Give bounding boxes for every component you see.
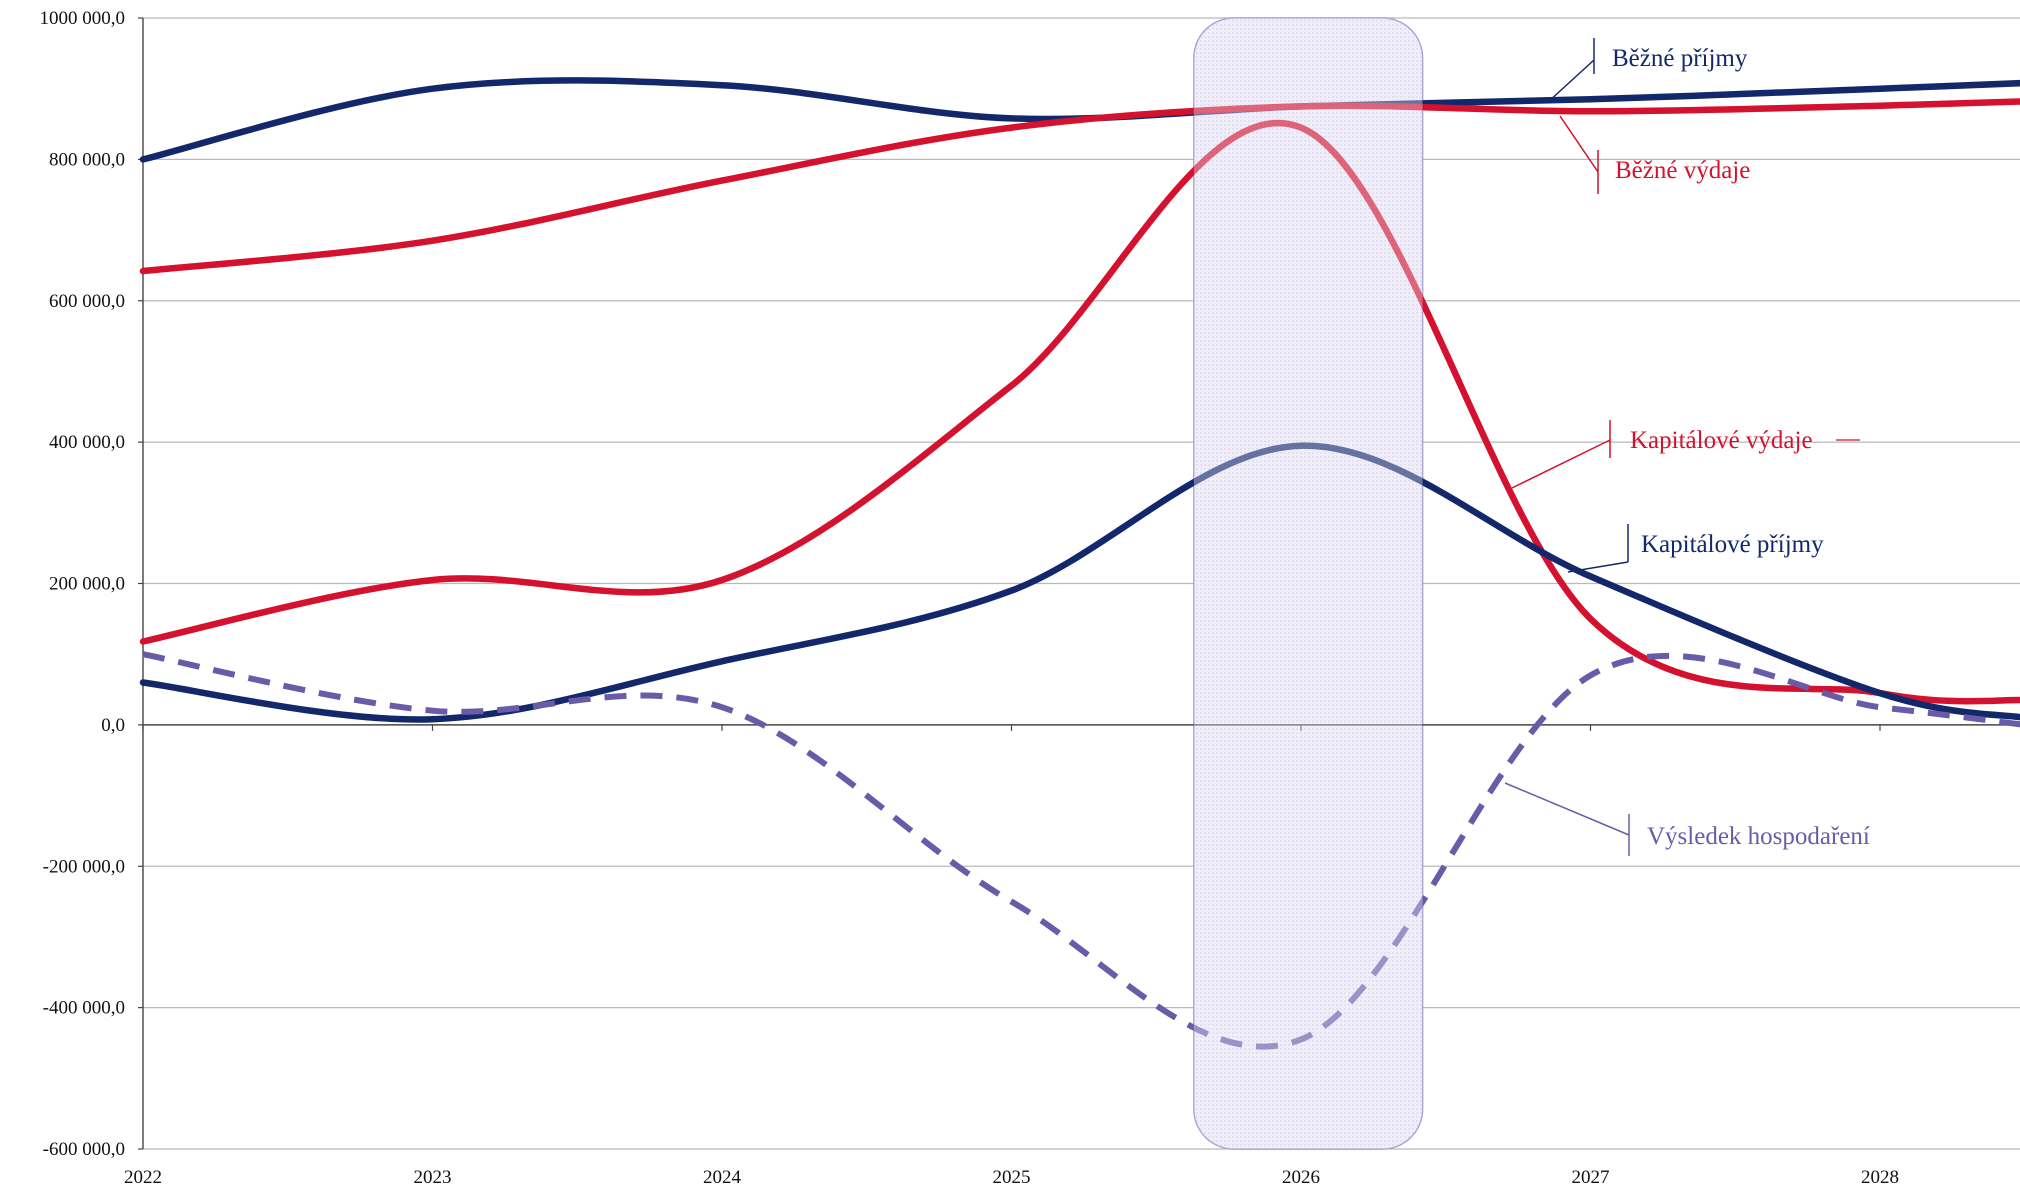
series-label-kapitalove-vydaje: Kapitálové výdaje xyxy=(1630,427,1813,454)
x-tick-label: 2027 xyxy=(1572,1167,1610,1188)
series-label-bezne-vydaje: Běžné výdaje xyxy=(1615,157,1750,184)
series-label-bezne-prijmy: Běžné příjmy xyxy=(1612,45,1748,72)
y-tick-label: 1000 000,0 xyxy=(40,8,126,29)
y-tick-label: 400 000,0 xyxy=(49,432,125,453)
leader-line-kapitalove-prijmy xyxy=(1567,561,1629,573)
x-tick-label: 2024 xyxy=(703,1167,742,1188)
leader-line-vysledek-hospodareni xyxy=(1504,782,1630,836)
highlight-band-overlay-rect xyxy=(1193,18,1423,1149)
series-label-kapitalove-prijmy: Kapitálové příjmy xyxy=(1641,531,1824,558)
series-line-vysledek-hospodareni xyxy=(142,651,2020,1050)
leader-line-bezne-vydaje xyxy=(1559,115,1599,173)
axes: 1000 000,0 800 000,0 600 000,0 400 000,0 200… xyxy=(40,8,2020,1188)
x-tick-label: 2023 xyxy=(414,1167,452,1188)
series-label-vysledek-hospodareni: Výsledek hospodaření xyxy=(1647,823,1870,850)
x-tick-label: 2026 xyxy=(1282,1167,1320,1188)
highlight-band-overlay xyxy=(1193,18,1423,1149)
y-tick-label: -200 000,0 xyxy=(43,856,125,877)
series-line-kapitalove-prijmy xyxy=(139,442,2020,723)
x-tick-label: 2022 xyxy=(124,1167,162,1188)
y-tick-label: 800 000,0 xyxy=(49,149,125,170)
leader-line-bezne-prijmy xyxy=(1547,59,1595,103)
y-tick-label: 600 000,0 xyxy=(49,291,125,312)
y-tick-label: -600 000,0 xyxy=(43,1139,125,1160)
series-labels: Běžné příjmy Běžné výdaje Kapitálové výdaj… xyxy=(1504,38,1870,856)
series-line-kapitalove-vydaje xyxy=(139,119,2020,705)
x-tick-label: 2028 xyxy=(1861,1167,1899,1188)
leader-line-kapitalove-vydaje xyxy=(1511,439,1611,489)
y-tick-label: 200 000,0 xyxy=(49,574,125,595)
x-tick-label: 2025 xyxy=(993,1167,1031,1188)
gridlines xyxy=(143,17,2020,1150)
y-tick-label: 0,0 xyxy=(101,715,125,736)
y-tick-label: -400 000,0 xyxy=(43,998,125,1019)
series-layer xyxy=(139,77,2020,1050)
series-line-bezne-vydaje xyxy=(139,98,2020,275)
